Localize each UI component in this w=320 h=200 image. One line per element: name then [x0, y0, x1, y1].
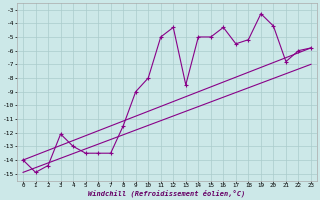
X-axis label: Windchill (Refroidissement éolien,°C): Windchill (Refroidissement éolien,°C) — [88, 190, 246, 197]
